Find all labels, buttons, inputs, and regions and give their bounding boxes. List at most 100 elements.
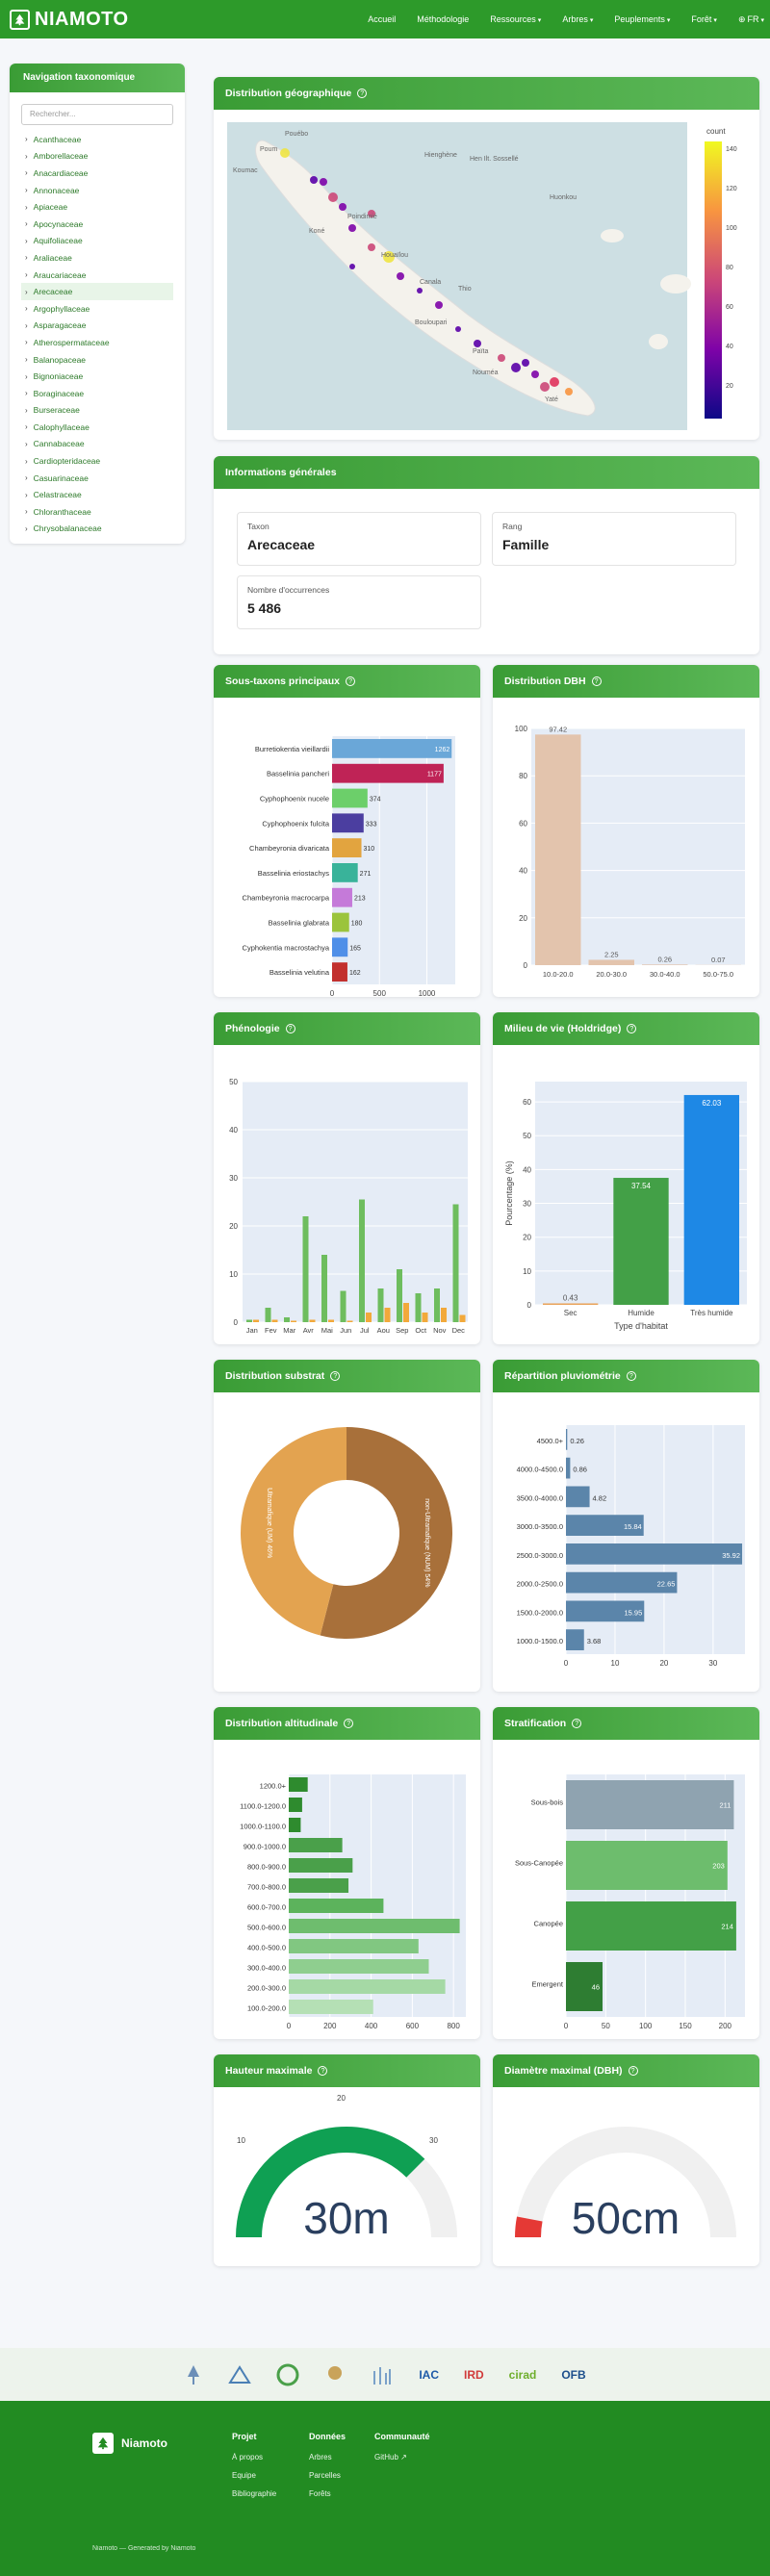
map-point[interactable]	[474, 340, 481, 347]
taxon-item[interactable]: › Celastraceae	[21, 486, 173, 503]
footer-link[interactable]: Equipe	[232, 2471, 256, 2480]
help-icon[interactable]: ?	[285, 1024, 295, 1033]
help-icon[interactable]: ?	[627, 1024, 637, 1033]
chevron-right-icon[interactable]: ›	[25, 236, 28, 245]
phenology-chart[interactable]: 0 10 20 30 40 50 Jan Fev Mar Avr Mai Jun Jul Aou Sep Oc…	[214, 1045, 480, 1344]
bar[interactable]	[332, 838, 362, 857]
chevron-right-icon[interactable]: ›	[25, 507, 28, 517]
stratification-chart[interactable]: 0 50 100 150 200 Sous-bois 211 Sous-Canopée 203 C…	[493, 1740, 759, 2039]
taxon-item[interactable]: › Cannabaceae	[21, 436, 173, 453]
map-point[interactable]	[348, 224, 356, 232]
taxon-item[interactable]: › Casuarinaceae	[21, 470, 173, 487]
map-point[interactable]	[328, 192, 338, 202]
map-point[interactable]	[435, 301, 443, 309]
chevron-right-icon[interactable]: ›	[25, 151, 28, 161]
distribution-map[interactable]: Poum Koumac Pouébo Hienghène Koné Poindimié Ho…	[227, 122, 747, 430]
chevron-right-icon[interactable]: ›	[25, 202, 28, 212]
map-point[interactable]	[368, 210, 375, 217]
map-point[interactable]	[417, 288, 423, 293]
taxon-item[interactable]: › Arecaceae	[21, 283, 173, 300]
chevron-right-icon[interactable]: ›	[25, 405, 28, 415]
bar[interactable]	[683, 1094, 739, 1305]
taxon-item[interactable]: › Argophyllaceae	[21, 300, 173, 318]
map-point[interactable]	[349, 264, 355, 269]
taxon-item[interactable]: › Anacardiaceae	[21, 165, 173, 182]
bar[interactable]	[459, 1314, 466, 1323]
bar[interactable]	[566, 1571, 678, 1594]
bar[interactable]	[566, 1515, 644, 1536]
bar[interactable]	[289, 2000, 373, 2014]
chevron-right-icon[interactable]: ›	[25, 355, 28, 365]
map-point[interactable]	[531, 370, 539, 378]
partner-logo-ird[interactable]: IRD	[464, 2363, 484, 2386]
bar[interactable]	[566, 1629, 584, 1650]
help-icon[interactable]: ?	[346, 676, 356, 686]
bar[interactable]	[289, 1777, 308, 1792]
bar[interactable]	[415, 1293, 422, 1322]
bar[interactable]	[566, 1901, 736, 1951]
taxon-item[interactable]: › Acanthaceae	[21, 131, 173, 148]
bar[interactable]	[613, 1178, 669, 1305]
bar[interactable]	[434, 1288, 440, 1322]
bar[interactable]	[271, 1319, 278, 1323]
pie-slice[interactable]	[241, 1427, 346, 1636]
chevron-right-icon[interactable]: ›	[25, 473, 28, 483]
bar[interactable]	[377, 1288, 384, 1322]
chevron-right-icon[interactable]: ›	[25, 270, 28, 280]
altitude-chart[interactable]: 0 200 400 600 800 1200.0+ 1100.0-1200.0 1000.0-…	[214, 1740, 480, 2039]
bar[interactable]	[289, 1858, 353, 1873]
taxon-item[interactable]: › Amborellaceae	[21, 148, 173, 166]
map-point[interactable]	[540, 382, 550, 392]
bar[interactable]	[452, 1204, 459, 1323]
bar[interactable]	[422, 1313, 428, 1322]
help-icon[interactable]: ?	[318, 2066, 328, 2076]
bar[interactable]	[566, 1429, 568, 1450]
chevron-right-icon[interactable]: ›	[25, 523, 28, 533]
partner-logo-2[interactable]	[228, 2363, 252, 2386]
taxon-search-input[interactable]: Rechercher...	[21, 104, 173, 125]
chevron-right-icon[interactable]: ›	[25, 338, 28, 347]
bar[interactable]	[384, 1308, 391, 1322]
height-gauge[interactable]: 10 20 30 30m	[214, 2087, 480, 2266]
bar[interactable]	[289, 1798, 302, 1812]
taxon-item[interactable]: › Chrysobalanaceae	[21, 521, 173, 538]
chevron-right-icon[interactable]: ›	[25, 219, 28, 229]
help-icon[interactable]: ?	[330, 1371, 341, 1381]
bar[interactable]	[366, 1313, 372, 1322]
nav-item-5[interactable]: Forêt ▾	[691, 14, 717, 25]
bar[interactable]	[346, 1320, 353, 1323]
footer-link[interactable]: Arbres	[309, 2453, 332, 2461]
taxon-item[interactable]: › Cardiopteridaceae	[21, 452, 173, 470]
brand-logo[interactable]: NIAMOTO	[10, 9, 129, 31]
partner-logo-3[interactable]	[276, 2363, 299, 2386]
partner-logo-4[interactable]	[324, 2363, 346, 2386]
bar[interactable]	[332, 788, 368, 808]
bar[interactable]	[566, 1780, 734, 1829]
help-icon[interactable]: ?	[591, 676, 602, 686]
bar[interactable]	[289, 1899, 384, 1913]
partner-logo-1[interactable]	[184, 2363, 203, 2386]
chevron-right-icon[interactable]: ›	[25, 422, 28, 432]
substrate-chart[interactable]: non-Ultramafique (NUM) 54% Ultramafique (…	[214, 1392, 480, 1692]
diameter-gauge[interactable]: 50cm	[493, 2087, 759, 2266]
bar[interactable]	[284, 1317, 290, 1322]
bar[interactable]	[332, 813, 364, 833]
map-point[interactable]	[280, 148, 290, 158]
map-point[interactable]	[310, 176, 318, 184]
taxon-item[interactable]: › Burseraceae	[21, 402, 173, 420]
bar[interactable]	[289, 1939, 419, 1953]
map-point[interactable]	[455, 326, 461, 332]
bar[interactable]	[332, 863, 358, 882]
bar[interactable]	[642, 964, 688, 965]
help-icon[interactable]: ?	[344, 1719, 354, 1728]
taxon-item[interactable]: › Boraginaceae	[21, 385, 173, 402]
partner-logo-cirad[interactable]: cirad	[509, 2363, 537, 2386]
map-point[interactable]	[565, 388, 573, 395]
map-point[interactable]	[339, 203, 346, 211]
chevron-right-icon[interactable]: ›	[25, 320, 28, 330]
bar[interactable]	[332, 912, 349, 932]
taxon-item[interactable]: › Chloranthaceae	[21, 503, 173, 521]
footer-link[interactable]: GitHub ↗	[374, 2453, 407, 2461]
bar[interactable]	[332, 739, 452, 758]
chevron-right-icon[interactable]: ›	[25, 168, 28, 178]
